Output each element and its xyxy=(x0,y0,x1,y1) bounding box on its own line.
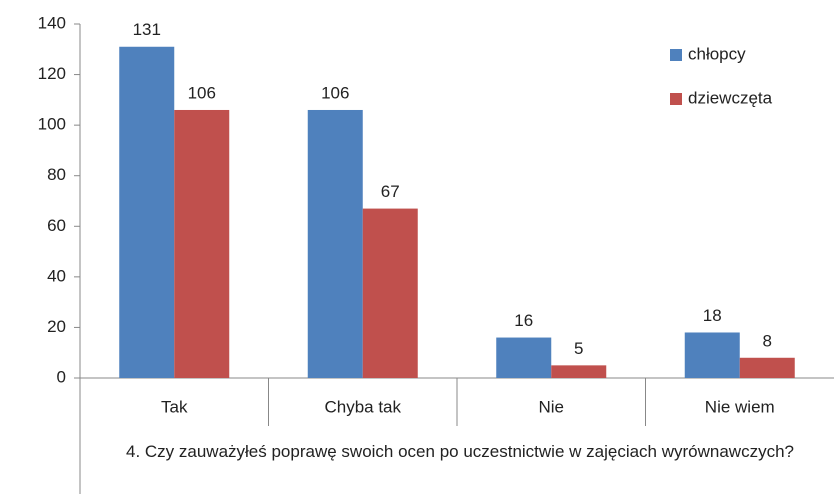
y-tick-label: 60 xyxy=(47,216,66,235)
bar xyxy=(739,357,795,378)
y-tick-label: 100 xyxy=(38,115,66,134)
data-label: 18 xyxy=(703,306,722,325)
y-tick-label: 20 xyxy=(47,317,66,336)
x-tick-label: Chyba tak xyxy=(324,397,401,416)
data-label: 8 xyxy=(763,331,772,350)
x-tick-label: Nie wiem xyxy=(705,397,775,416)
y-tick-label: 40 xyxy=(47,266,66,285)
bar xyxy=(684,332,740,378)
x-tick-label: Tak xyxy=(161,397,188,416)
bar xyxy=(362,208,418,378)
data-label: 16 xyxy=(514,311,533,330)
legend-label: dziewczęta xyxy=(688,88,773,107)
data-label: 5 xyxy=(574,339,583,358)
legend-label: chłopcy xyxy=(688,44,746,63)
data-label: 106 xyxy=(321,83,349,102)
legend-swatch xyxy=(670,93,682,105)
legend-swatch xyxy=(670,49,682,61)
data-label: 131 xyxy=(133,20,161,39)
bar xyxy=(174,109,230,378)
x-axis-title: 4. Czy zauważyłeś poprawę swoich ocen po… xyxy=(125,442,794,461)
y-tick-label: 0 xyxy=(57,367,66,386)
bar xyxy=(119,46,175,378)
x-tick-label: Nie xyxy=(538,397,564,416)
y-tick-label: 120 xyxy=(38,64,66,83)
y-tick-label: 140 xyxy=(38,13,66,32)
data-label: 67 xyxy=(381,182,400,201)
y-tick-label: 80 xyxy=(47,165,66,184)
bar xyxy=(496,337,552,378)
bar xyxy=(551,365,607,378)
bar xyxy=(307,109,363,378)
x-axis-title-box: 4. Czy zauważyłeś poprawę swoich ocen po… xyxy=(125,442,794,461)
data-label: 106 xyxy=(188,83,216,102)
